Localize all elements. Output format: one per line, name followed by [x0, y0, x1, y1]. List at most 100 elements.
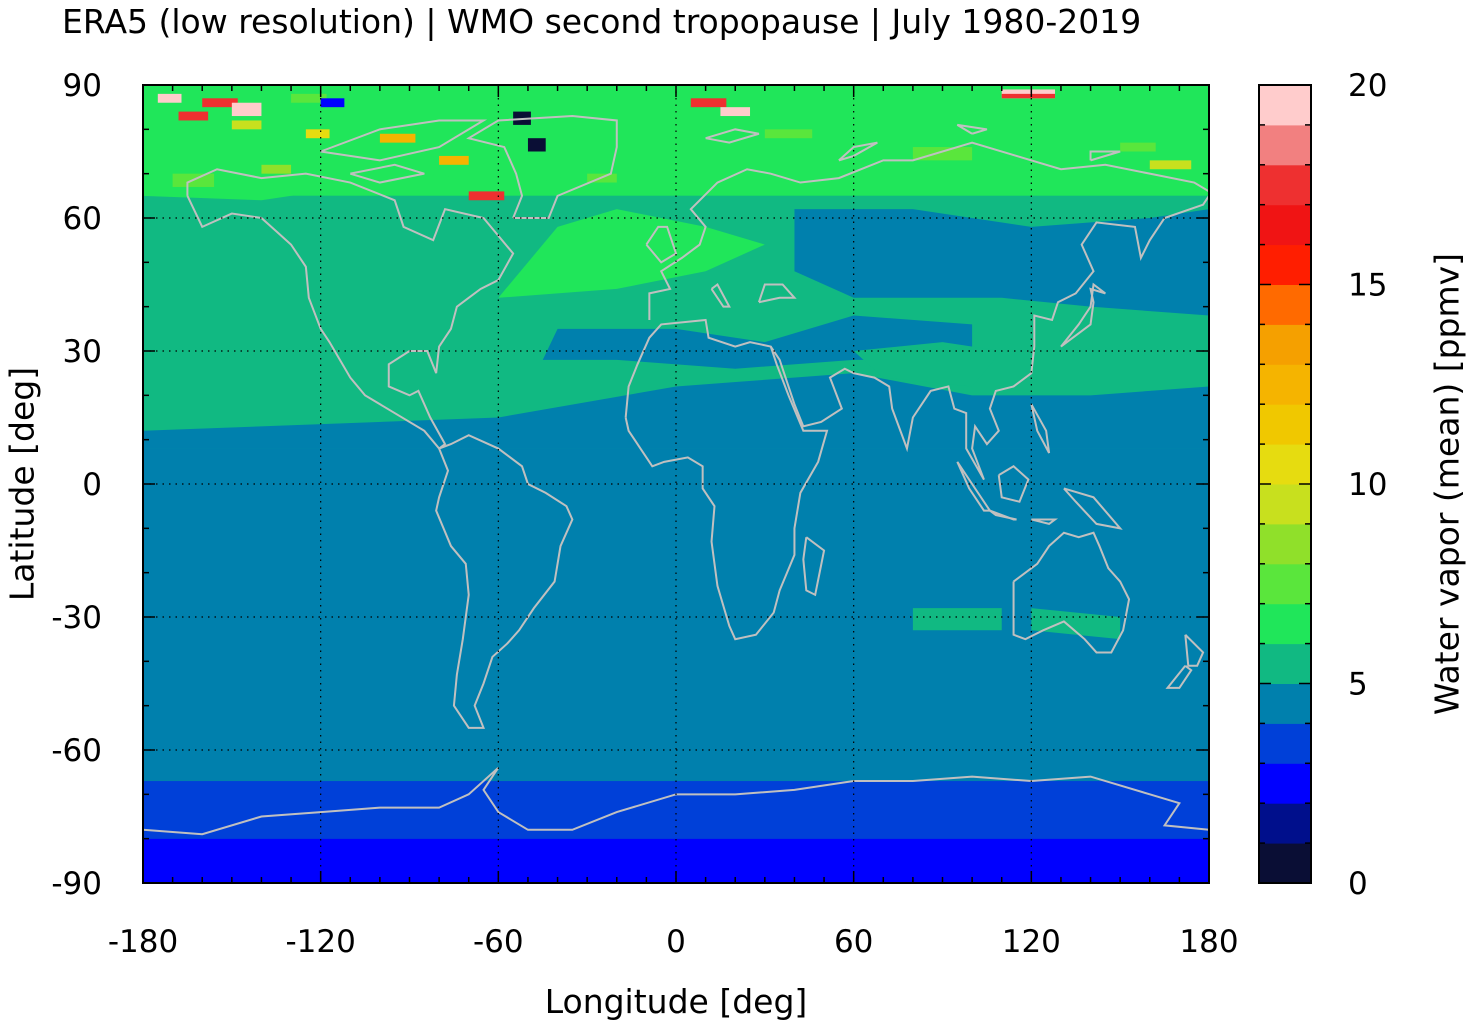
- coastline-11: [1165, 664, 1193, 689]
- coastline-4: [648, 141, 1209, 320]
- field-north-atlantic-green: [498, 209, 765, 298]
- coastline-15: [997, 465, 1030, 503]
- colorbar-swatch-3: [1259, 723, 1311, 764]
- colorbar-swatch-19: [1259, 85, 1311, 126]
- y-tick-label: 60: [63, 201, 102, 237]
- y-tick-label: 30: [63, 334, 102, 370]
- polar-patch-21: [261, 164, 292, 174]
- colorbar-swatch-5: [1259, 643, 1311, 684]
- coastline-6: [757, 283, 797, 304]
- colorbar-tick-label: 20: [1348, 68, 1387, 104]
- coastline-5: [769, 195, 1209, 481]
- polar-patch-0: [157, 93, 182, 103]
- y-axis-label: Latitude [deg]: [2, 366, 42, 602]
- y-tick-label: -30: [51, 600, 102, 636]
- x-tick-label: 180: [1179, 924, 1238, 960]
- polar-patch-8: [690, 98, 727, 108]
- polar-patch-11: [1001, 93, 1056, 99]
- colorbar-tick-label: 0: [1348, 866, 1368, 902]
- field-boreal-green: [143, 155, 795, 201]
- polar-patch-18: [912, 147, 973, 161]
- colorbar-swatch-11: [1259, 404, 1311, 445]
- polar-patch-20: [231, 120, 262, 130]
- coastline-22: [349, 163, 425, 184]
- colorbar-swatch-0: [1259, 843, 1311, 884]
- x-tick-label: 0: [666, 924, 686, 960]
- coastline-2: [624, 318, 829, 641]
- colorbar-swatch-12: [1259, 364, 1311, 405]
- polar-patch-3: [178, 111, 209, 121]
- polar-patch-16: [1120, 142, 1156, 152]
- x-tick-label: 60: [834, 924, 873, 960]
- y-tick-label: 0: [82, 467, 102, 503]
- field-indian-ocean-patch: [912, 608, 1002, 631]
- colorbar-swatch-2: [1259, 763, 1311, 804]
- polar-patch-9: [720, 107, 751, 117]
- colorbar-swatch-14: [1259, 284, 1311, 325]
- colorbar-swatch-15: [1259, 244, 1311, 285]
- polar-patch-12: [379, 133, 416, 143]
- coastline-3: [802, 536, 826, 597]
- colorbar: [1258, 84, 1312, 884]
- coastline-19: [1030, 403, 1051, 454]
- colorbar-swatch-16: [1259, 204, 1311, 246]
- colorbar-tick-label: 10: [1348, 467, 1387, 503]
- axis-ticks: [142, 84, 1210, 884]
- field-asian-band: [794, 209, 1209, 316]
- coastline-24: [838, 141, 878, 162]
- chart-title: ERA5 (low resolution) | WMO second tropo…: [62, 2, 1142, 41]
- colorbar-tick-label: 15: [1348, 268, 1387, 304]
- coastline-9: [1012, 531, 1131, 654]
- field-australia-patch: [1031, 608, 1121, 640]
- coastline-14: [989, 509, 1017, 521]
- colorbar-swatch-10: [1259, 444, 1311, 485]
- y-tick-label: -90: [51, 866, 102, 902]
- coastline-18: [1060, 282, 1106, 348]
- grid-lines: [143, 85, 1209, 883]
- colorbar-swatch-8: [1259, 523, 1311, 565]
- colorbar-swatch-9: [1259, 484, 1311, 525]
- coastline-20: [143, 766, 1209, 836]
- polar-patch-13: [439, 155, 469, 165]
- polar-patch-17: [1149, 160, 1192, 170]
- coastline-17: [1031, 518, 1059, 525]
- polar-patch-2: [231, 102, 262, 117]
- colorbar-swatch-13: [1259, 324, 1311, 365]
- polar-patch-5: [320, 98, 345, 108]
- colorbar-swatch-1: [1259, 803, 1311, 844]
- water-vapor-field: [143, 85, 1209, 883]
- coastlines: [143, 115, 1209, 836]
- y-tick-label: -60: [51, 733, 102, 769]
- field-south-asia-green: [853, 342, 1002, 387]
- coastline-23: [705, 128, 760, 144]
- coastline-16: [1063, 487, 1123, 530]
- region-antarctic-margin: [143, 781, 1209, 839]
- colorbar-tick-label: 5: [1348, 667, 1368, 703]
- colorbar-swatch-18: [1259, 124, 1311, 166]
- polar-patch-14: [468, 191, 505, 201]
- colorbar-swatch-17: [1259, 164, 1311, 206]
- colorbar-swatch-7: [1259, 563, 1311, 605]
- polar-patch-15: [305, 129, 330, 139]
- coastline-8: [645, 225, 678, 264]
- polar-patch-7: [527, 138, 546, 152]
- colorbar-label: Water vapor (mean) [ppmv]: [1427, 252, 1467, 716]
- coastline-7: [710, 283, 731, 308]
- coastline-21: [320, 119, 488, 162]
- coastline-10: [1184, 634, 1205, 667]
- colorbar-tick-labels: 20 15 10 5 0: [1348, 68, 1387, 902]
- coastline-13: [956, 461, 992, 512]
- x-axis-label: Longitude [deg]: [544, 982, 808, 1021]
- x-tick-label: -60: [473, 924, 524, 960]
- coastline-26: [1089, 150, 1121, 162]
- x-tick-label: -180: [108, 924, 178, 960]
- colorbar-swatch-6: [1259, 603, 1311, 645]
- x-tick-labels: -180 -120 -60 0 60 120 180: [108, 924, 1239, 960]
- y-tick-labels: 90 60 30 0 -30 -60 -90: [51, 68, 102, 902]
- x-tick-label: -120: [285, 924, 355, 960]
- coastline-12: [466, 115, 618, 219]
- polar-patch-1: [202, 98, 238, 108]
- coastline-25: [956, 123, 988, 135]
- y-tick-label: 90: [63, 68, 102, 104]
